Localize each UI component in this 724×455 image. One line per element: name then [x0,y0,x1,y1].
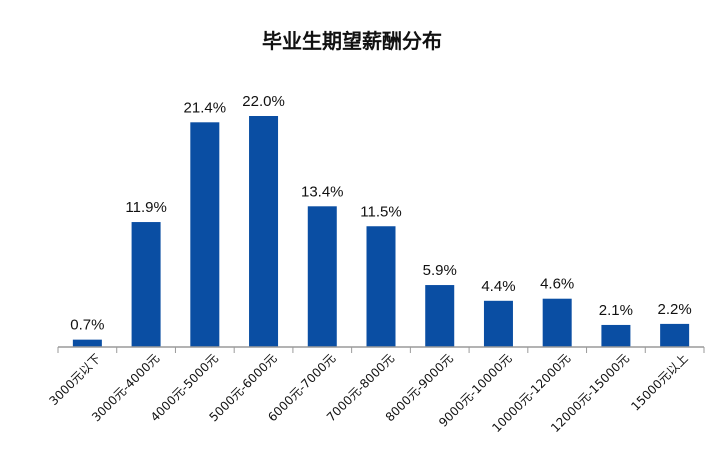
bar [425,285,455,347]
data-label: 2.2% [658,301,692,318]
data-label: 21.4% [184,99,227,116]
x-tick-label: 3000元以下 [47,351,104,408]
x-axis-tick-labels: 3000元以下3000元-4000元4000元-5000元5000元-6000元… [47,351,691,435]
bar [249,116,279,347]
data-label: 22.0% [242,93,285,110]
data-label: 0.7% [70,317,104,334]
x-tick-label: 15000元以上 [628,351,690,413]
data-label-group: 0.7% 11.9% 21.4% 22.0% 13.4% 11.5% 5.9% 4.4% 4.6… [70,93,691,334]
bar [366,226,396,347]
data-label: 5.9% [423,262,457,279]
bar [542,298,572,347]
data-label: 4.6% [540,276,574,293]
bar-series [72,116,690,347]
data-label: 2.1% [599,302,633,319]
bar [660,323,690,347]
data-label: 13.4% [301,183,344,200]
bar [131,222,161,347]
bar [72,339,102,347]
data-label: 4.4% [481,278,515,295]
chart-title: 毕业生期望薪酬分布 [262,29,442,53]
data-label: 11.9% [125,199,166,216]
bar [190,122,220,347]
data-label: 11.5% [360,203,401,220]
bar [483,300,513,347]
bar [601,324,631,347]
bar [307,206,337,347]
x-axis-ticks [57,347,705,353]
